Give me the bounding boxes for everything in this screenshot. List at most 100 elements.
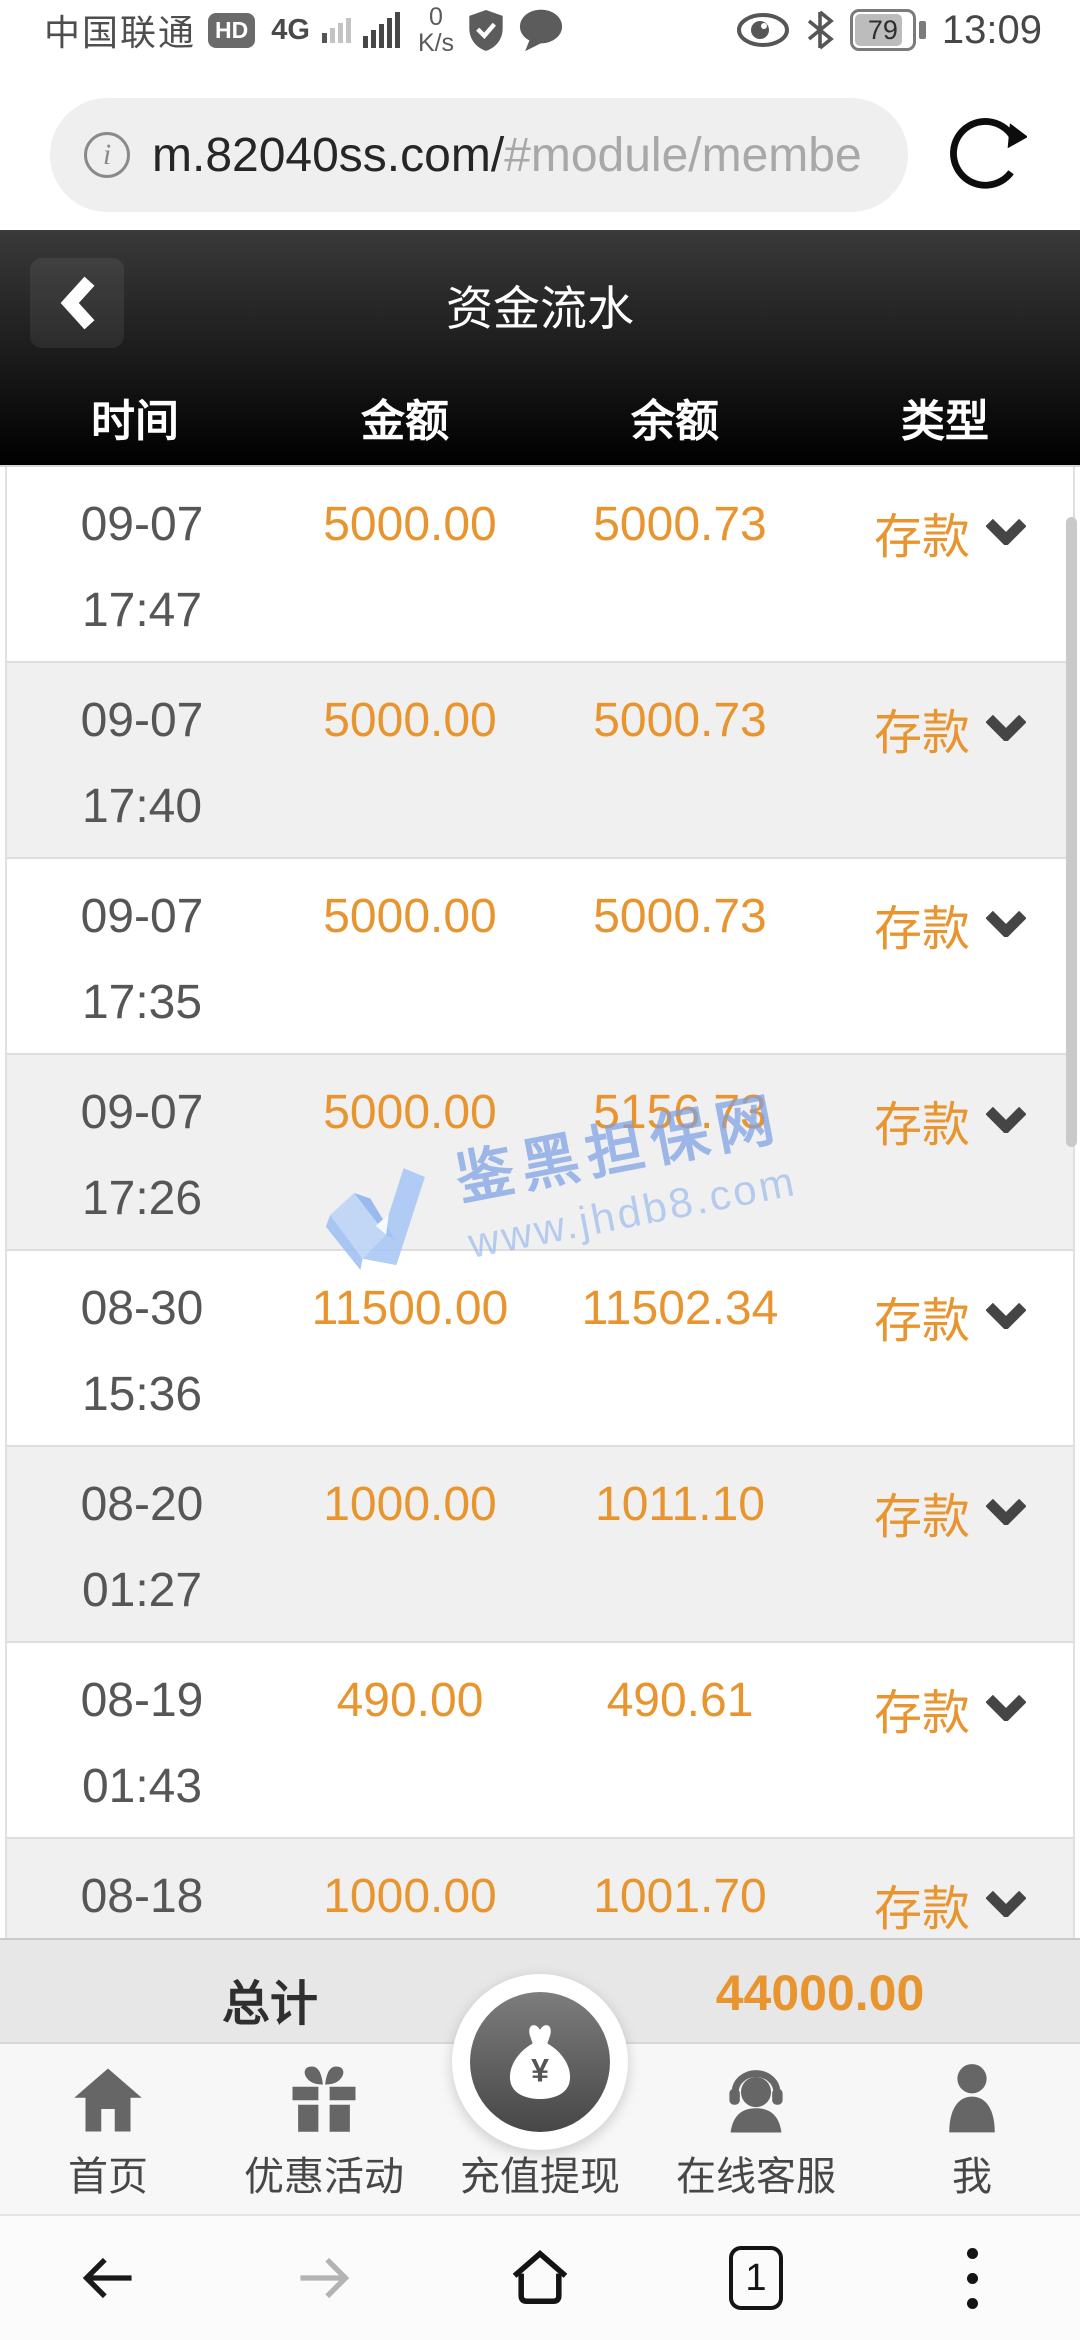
refresh-button[interactable]	[936, 104, 1036, 204]
table-row[interactable]: 08-19 01:43 490.00 490.61 存款	[7, 1643, 1073, 1839]
transaction-list-wrapper: 09-07 17:47 5000.00 5000.73 存款 09-07 17:…	[0, 465, 1080, 1938]
row-date: 09-07	[80, 498, 204, 551]
column-header-amount: 金额	[361, 397, 449, 446]
row-date: 08-20	[80, 1478, 204, 1531]
status-bar: 中国联通 HD 4G 0 K/s 79	[0, 0, 1080, 60]
tab-count: 1	[729, 2246, 783, 2310]
battery-percent: 79	[867, 14, 898, 45]
browser-menu-button[interactable]	[864, 2216, 1080, 2340]
row-date: 08-30	[80, 1282, 204, 1335]
table-row[interactable]: 09-07 17:35 5000.00 5000.73 存款	[7, 859, 1073, 1055]
recharge-withdraw-button[interactable]: ¥	[452, 1974, 628, 2150]
chevron-down-icon	[986, 519, 1026, 545]
row-amount: 490.00	[336, 1674, 484, 1727]
row-time: 15:36	[81, 1368, 203, 1421]
scrollbar-thumb[interactable]	[1066, 517, 1077, 1147]
table-row[interactable]: 09-07 17:26 5000.00 5156.73 存款	[7, 1055, 1073, 1251]
bottom-navigation: 首页 优惠活动 充值提现 在线客服	[0, 1974, 1080, 2214]
row-type: 存款	[873, 511, 970, 564]
nav-label: 我	[952, 2155, 992, 2199]
chevron-down-icon	[986, 1695, 1026, 1721]
row-type-cell[interactable]: 存款	[815, 693, 1073, 763]
row-balance: 1011.10	[595, 1478, 765, 1531]
url-path: #module/membe	[504, 128, 862, 182]
chevron-down-icon	[986, 1303, 1026, 1329]
nav-label: 充值提现	[460, 2155, 620, 2199]
browser-forward-button[interactable]	[216, 2216, 432, 2340]
chevron-down-icon	[986, 1499, 1026, 1525]
row-balance: 1001.70	[593, 1870, 767, 1923]
row-date: 09-07	[80, 890, 204, 943]
row-date: 08-19	[80, 1674, 204, 1727]
row-amount: 1000.00	[323, 1870, 497, 1923]
browser-home-button[interactable]	[432, 2216, 648, 2340]
nav-item-recharge[interactable]: 充值提现	[432, 2044, 648, 2214]
shield-check-icon	[469, 10, 503, 51]
chevron-down-icon	[986, 715, 1026, 741]
row-date: 09-07	[80, 1086, 204, 1139]
back-button[interactable]	[30, 258, 124, 348]
row-balance: 11502.34	[581, 1282, 779, 1335]
nav-item-home[interactable]: 首页	[0, 2044, 216, 2214]
row-type-cell[interactable]: 存款	[815, 1673, 1073, 1743]
battery-indicator: 79	[849, 9, 926, 51]
page-title: 资金流水	[446, 282, 634, 335]
row-balance: 5000.73	[593, 890, 767, 943]
app-header: 资金流水 时间 金额 余额 类型	[0, 230, 1080, 465]
browser-url-section: i m.82040ss.com/#module/membe	[0, 60, 1080, 230]
row-balance: 490.61	[606, 1674, 754, 1727]
row-type-cell[interactable]: 存款	[815, 1281, 1073, 1351]
chat-bubble-icon	[519, 9, 563, 52]
row-type-cell[interactable]: 存款	[815, 1869, 1073, 1938]
row-type: 存款	[873, 903, 970, 956]
row-balance: 5000.73	[593, 694, 767, 747]
svg-text:¥: ¥	[531, 2053, 549, 2089]
row-time: 17:40	[81, 780, 203, 833]
row-type: 存款	[873, 1491, 970, 1544]
table-row[interactable]: 08-18 1000.00 1001.70 存款	[7, 1839, 1073, 1938]
nav-label: 首页	[68, 2155, 148, 2199]
row-type-cell[interactable]: 存款	[815, 889, 1073, 959]
money-bag-icon: ¥	[470, 1992, 610, 2132]
nav-item-me[interactable]: 我	[864, 2044, 1080, 2214]
url-address-bar[interactable]: i m.82040ss.com/#module/membe	[50, 98, 908, 212]
table-row[interactable]: 08-30 15:36 11500.00 11502.34 存款	[7, 1251, 1073, 1447]
table-row[interactable]: 09-07 17:40 5000.00 5000.73 存款	[7, 663, 1073, 859]
row-type-cell[interactable]: 存款	[815, 1477, 1073, 1547]
row-type: 存款	[873, 1687, 970, 1740]
row-type: 存款	[873, 1099, 970, 1152]
row-balance: 5156.73	[593, 1086, 767, 1139]
table-row[interactable]: 08-20 01:27 1000.00 1011.10 存款	[7, 1447, 1073, 1643]
row-amount: 5000.00	[323, 694, 497, 747]
chevron-down-icon	[986, 911, 1026, 937]
total-label: 总计	[221, 1978, 318, 2031]
network-speed: 0 K/s	[417, 2, 455, 57]
browser-back-button[interactable]	[0, 2216, 216, 2340]
row-amount: 5000.00	[323, 890, 497, 943]
eye-icon	[736, 13, 789, 47]
back-chevron-icon	[60, 276, 95, 330]
row-amount: 11500.00	[311, 1282, 509, 1335]
status-clock: 13:09	[941, 7, 1042, 52]
nav-item-customer-service[interactable]: 在线客服	[648, 2044, 864, 2214]
column-header-balance: 余额	[631, 397, 719, 446]
row-type-cell[interactable]: 存款	[815, 497, 1073, 567]
row-type: 存款	[873, 707, 970, 760]
table-row[interactable]: 09-07 17:47 5000.00 5000.73 存款	[7, 467, 1073, 663]
hd-badge: HD	[208, 12, 256, 48]
nav-item-promotions[interactable]: 优惠活动	[216, 2044, 432, 2214]
gift-icon	[288, 2060, 360, 2134]
browser-tabs-button[interactable]: 1	[648, 2216, 864, 2340]
page-info-icon[interactable]: i	[84, 132, 130, 178]
home-outline-icon	[512, 2249, 568, 2305]
row-amount: 5000.00	[323, 498, 497, 551]
chevron-down-icon	[986, 1891, 1026, 1917]
row-type-cell[interactable]: 存款	[815, 1085, 1073, 1155]
row-amount: 5000.00	[323, 1086, 497, 1139]
kebab-menu-icon	[966, 2247, 978, 2309]
row-amount: 1000.00	[323, 1478, 497, 1531]
arrow-left-icon	[82, 2257, 132, 2299]
row-time: 17:47	[81, 584, 203, 637]
transaction-list: 09-07 17:47 5000.00 5000.73 存款 09-07 17:…	[5, 467, 1075, 1938]
android-navigation-bar: 1	[0, 2214, 1080, 2340]
